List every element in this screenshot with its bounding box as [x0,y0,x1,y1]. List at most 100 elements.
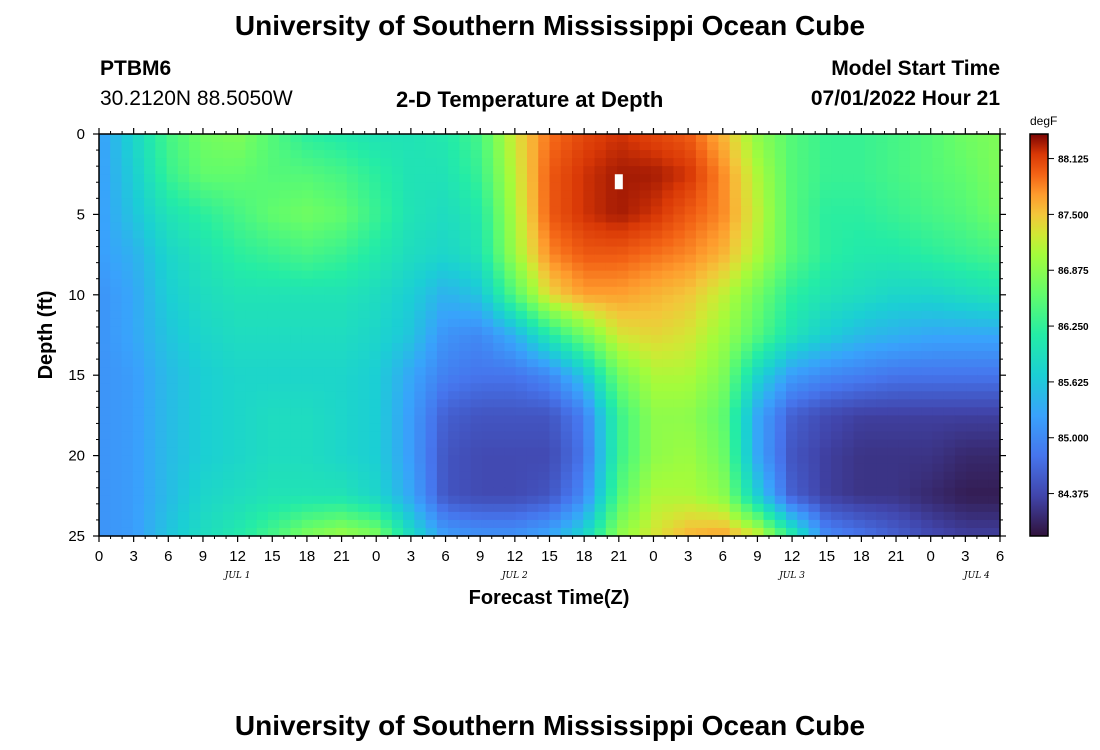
heatmap-cell [594,230,607,240]
heatmap-cell [121,503,134,513]
heatmap-cell [853,431,866,441]
heatmap-cell [774,150,787,159]
heatmap-cell [99,310,111,320]
heatmap-cell [673,286,686,296]
heatmap-cell [898,302,911,312]
heatmap-cell [155,182,168,191]
heatmap-cell [650,391,663,400]
heatmap-cell [155,343,168,352]
heatmap-cell [481,206,494,215]
heatmap-cell [707,270,720,280]
heatmap-cell [132,375,145,384]
heatmap-cell [222,326,235,336]
heatmap-cell [650,214,663,224]
heatmap-cell [290,206,303,215]
heatmap-cell [200,326,213,336]
heatmap-cell [763,335,776,344]
heatmap-cell [786,142,798,151]
colorbar-tick-label: 86.875 [1058,266,1089,277]
heatmap-cell [864,310,877,320]
heatmap-cell [909,262,922,272]
heatmap-cell [504,495,517,505]
heatmap-cell [515,471,528,481]
heatmap-cell [797,230,810,240]
heatmap-cell [267,503,280,513]
heatmap-cell [943,495,956,505]
heatmap-cell [954,214,967,224]
heatmap-cell [493,447,506,457]
heatmap-cell [200,503,213,513]
heatmap-cell [763,294,776,304]
heatmap-cell [200,182,213,191]
heatmap-cell [954,238,967,248]
heatmap-cell [369,503,382,513]
heatmap-cell [515,262,528,272]
heatmap-cell [966,286,979,296]
heatmap-cell [797,527,810,537]
heatmap-cell [504,439,517,449]
heatmap-cell [650,375,663,384]
heatmap-cell [842,326,855,336]
heatmap-cell [177,439,190,449]
heatmap-cell [932,182,945,191]
heatmap-cell [707,495,720,505]
x-tick-label: 0 [372,548,380,565]
heatmap-cell [774,495,787,505]
heatmap-cell [144,503,156,513]
heatmap-cell [988,286,1001,296]
heatmap-cell [898,399,911,408]
heatmap-cell [572,423,584,433]
heatmap-cell [526,174,539,183]
heatmap-cell [369,166,382,175]
heatmap-cell [898,310,911,320]
heatmap-cell [988,142,1001,151]
heatmap-cell [842,447,855,457]
heatmap-cell [853,351,866,360]
heatmap-cell [493,254,506,264]
heatmap-cell [358,479,370,489]
heatmap-cell [211,367,224,376]
heatmap-cell [177,463,190,473]
heatmap-cell [290,487,303,497]
heatmap-cell [358,335,370,344]
heatmap-cell [110,190,123,199]
heatmap-cell [729,527,742,537]
heatmap-cell [853,527,866,537]
heatmap-cell [538,190,551,199]
heatmap-cell [493,463,506,473]
heatmap-cell [639,230,652,240]
heatmap-cell [808,487,821,497]
heatmap-cell [234,447,247,457]
heatmap-cell [290,431,303,441]
heatmap-cell [797,359,810,368]
heatmap-cell [538,351,551,360]
heatmap-cell [425,415,438,425]
heatmap-cell [436,335,449,344]
heatmap-cell [166,238,179,248]
heatmap-cell [684,246,697,256]
heatmap-cell [391,343,404,352]
heatmap-cell [617,383,629,392]
heatmap-cell [177,158,190,167]
heatmap-cell [853,463,866,473]
heatmap-cell [605,511,618,521]
heatmap-cell [279,511,292,521]
heatmap-cell [279,359,292,368]
heatmap-cell [864,399,877,408]
heatmap-cell [639,375,652,384]
heatmap-cell [425,158,438,167]
heatmap-cell [954,519,967,529]
heatmap-cell [594,335,607,344]
heatmap-cell [774,511,787,521]
heatmap-cell [988,158,1001,167]
heatmap-cell [718,238,731,248]
heatmap-cell [650,495,663,505]
heatmap-cell [369,190,382,199]
heatmap-cell [256,487,269,497]
heatmap-cell [493,222,506,232]
heatmap-cell [459,270,472,280]
heatmap-cell [887,326,900,336]
heatmap-cell [358,286,370,296]
heatmap-cell [459,455,472,465]
heatmap-cell [290,495,303,505]
